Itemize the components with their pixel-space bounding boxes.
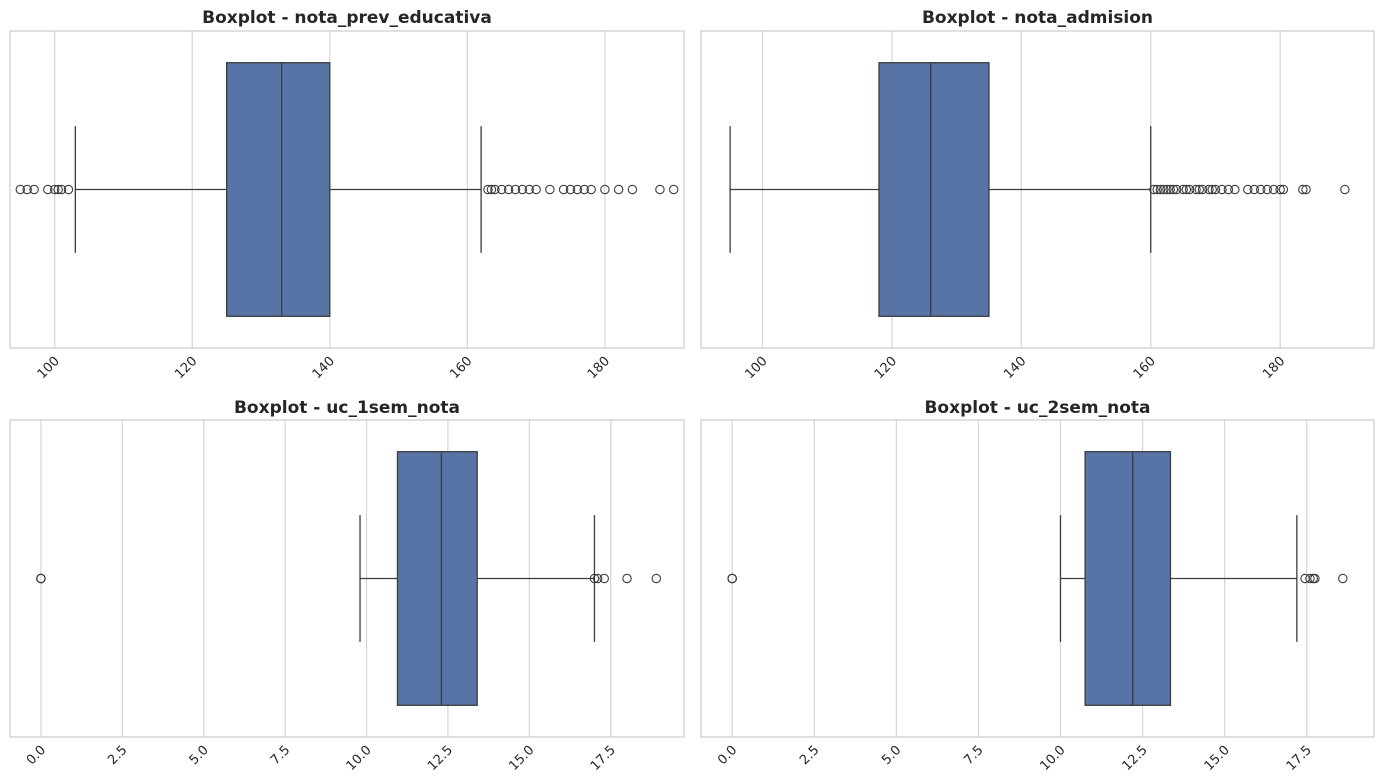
outlier-point [1184, 184, 1195, 195]
outlier-point [1152, 184, 1162, 195]
outlier-point [1217, 184, 1227, 195]
outlier-point [545, 184, 555, 195]
box-iqr [225, 62, 331, 317]
outlier-point [1268, 184, 1279, 195]
outlier-point [1230, 184, 1240, 195]
outlier-point [15, 184, 26, 195]
outlier-point [599, 573, 609, 584]
outlier-point [53, 184, 63, 195]
outlier-point [668, 184, 679, 195]
plot-frame [700, 419, 1375, 738]
outlier-point [613, 184, 624, 195]
outlier-point [1168, 184, 1179, 195]
outlier-point [1256, 184, 1266, 195]
outlier-point [1210, 184, 1221, 195]
outlier-point [1191, 184, 1201, 195]
outlier-point [592, 573, 603, 584]
outlier-point [1223, 184, 1234, 195]
box-iqr [1084, 451, 1172, 706]
outlier-point [627, 184, 638, 195]
box-iqr [878, 62, 990, 317]
outlier-point [558, 184, 569, 195]
outlier-point [1243, 184, 1253, 195]
outlier-point [1178, 184, 1188, 195]
plot-frame [9, 30, 685, 349]
outlier-point [63, 184, 74, 195]
outlier-point [1181, 184, 1192, 195]
plot-frame [700, 30, 1375, 349]
outlier-point [1305, 573, 1315, 584]
outlier-point [1194, 184, 1205, 195]
chart-title: Boxplot - nota_prev_educativa [202, 8, 492, 28]
box-iqr [396, 451, 478, 706]
plot-frame [9, 419, 685, 738]
outlier-point [1171, 184, 1182, 195]
outlier-point [483, 184, 493, 195]
outlier-point [1262, 184, 1272, 195]
outlier-point [579, 184, 590, 195]
outlier-point [589, 573, 600, 584]
outlier-point [1298, 184, 1308, 195]
outlier-point [490, 184, 500, 195]
outlier-point [651, 573, 662, 584]
outlier-point [496, 184, 507, 195]
outlier-point [36, 573, 46, 584]
outlier-point [49, 184, 60, 195]
chart-title: Boxplot - nota_admision [922, 8, 1153, 28]
chart-title: Boxplot - uc_2sem_nota [924, 398, 1150, 418]
outlier-point [1204, 184, 1214, 195]
outlier-point [1165, 184, 1175, 195]
outlier-point [572, 184, 583, 195]
outlier-point [1338, 573, 1348, 584]
outlier-point [1340, 184, 1350, 195]
outlier-point [1278, 184, 1289, 195]
outlier-point [622, 573, 632, 584]
outlier-point [1310, 573, 1320, 584]
outlier-point [1207, 184, 1217, 195]
outlier-point [1162, 184, 1172, 195]
outlier-point [565, 184, 576, 195]
outlier-point [1149, 184, 1159, 195]
outlier-point [56, 184, 67, 195]
outlier-point [1275, 184, 1285, 195]
outlier-point [1301, 184, 1311, 195]
outlier-point [510, 184, 521, 195]
outlier-point [531, 184, 541, 195]
outlier-point [517, 184, 528, 195]
outlier-point [503, 184, 514, 195]
outlier-point [655, 184, 665, 195]
outlier-point [586, 184, 596, 195]
outlier-point [600, 184, 610, 195]
outlier-point [1158, 184, 1169, 195]
chart-title: Boxplot - uc_1sem_nota [234, 398, 460, 418]
outlier-point [727, 573, 737, 584]
outlier-point [486, 184, 497, 195]
outlier-point [29, 184, 39, 195]
outlier-point [22, 184, 32, 195]
outlier-point [1249, 184, 1260, 195]
outlier-point [43, 184, 53, 195]
outlier-point [1155, 184, 1166, 195]
outlier-point [524, 184, 535, 195]
outlier-point [1197, 184, 1208, 195]
